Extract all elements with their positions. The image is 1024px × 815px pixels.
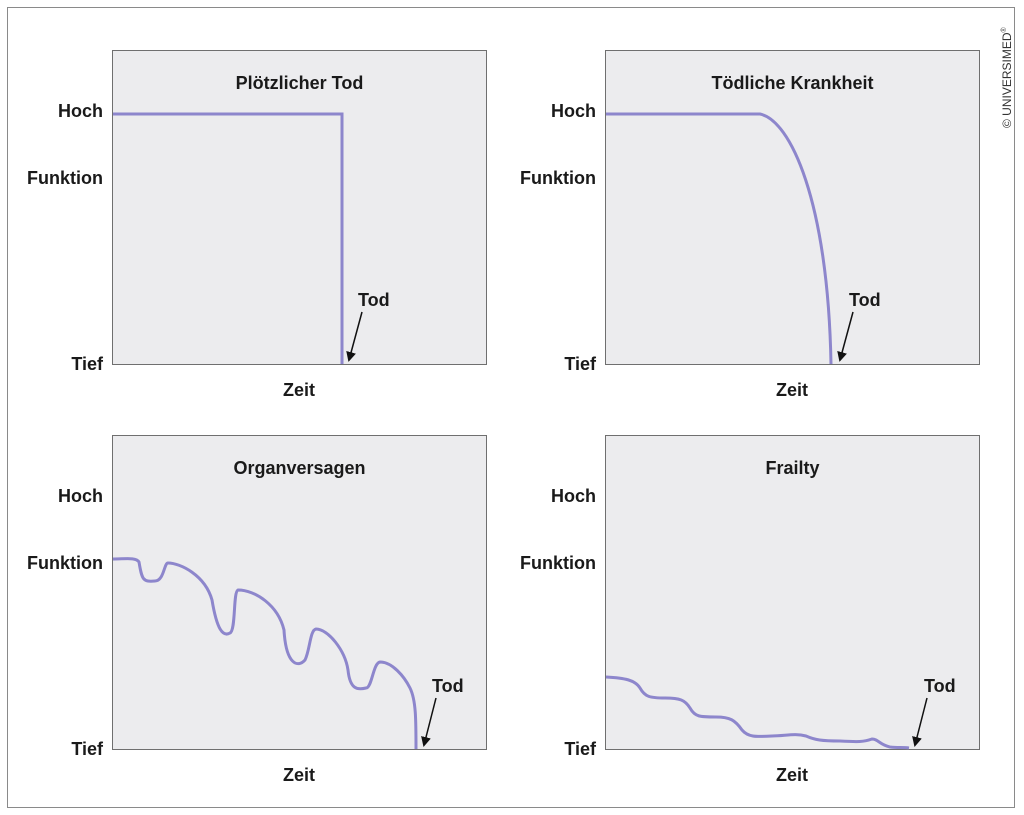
- y-label-high: Hoch: [551, 101, 596, 121]
- death-arrow: [837, 311, 854, 362]
- sudden-death-curve: [113, 112, 344, 364]
- death-annotation: Tod: [358, 290, 390, 310]
- panel-sudden-death: Plötzlicher Tod: [112, 50, 487, 365]
- y-label-function: Funktion: [27, 168, 103, 188]
- y-label-low: Tief: [71, 354, 103, 374]
- y-label-low: Tief: [564, 354, 596, 374]
- death-arrow: [912, 697, 928, 747]
- y-label-low: Tief: [71, 739, 103, 759]
- y-label-function: Funktion: [520, 168, 596, 188]
- panel-title: Organversagen: [233, 458, 366, 478]
- panel-title: Plötzlicher Tod: [235, 73, 364, 93]
- copyright-notice: © UNIVERSIMED®: [1000, 27, 1014, 128]
- frailty-curve: [605, 675, 910, 750]
- organ-failure-curve: [112, 557, 418, 750]
- panel-title: Tödliche Krankheit: [711, 73, 874, 93]
- death-annotation: Tod: [849, 290, 881, 310]
- copyright-text: © UNIVERSIMED: [1000, 32, 1014, 128]
- x-label-time: Zeit: [282, 765, 315, 785]
- death-arrow: [421, 697, 437, 747]
- y-label-low: Tief: [564, 739, 596, 759]
- y-label-function: Funktion: [520, 553, 596, 573]
- terminal-illness-curve: [606, 112, 833, 365]
- panel-terminal-illness: Tödliche Krankheit: [605, 50, 980, 365]
- y-label-function: Funktion: [27, 553, 103, 573]
- y-label-high: Hoch: [58, 101, 103, 121]
- x-label-time: Zeit: [775, 765, 808, 785]
- registered-mark: ®: [1001, 27, 1008, 33]
- panel-title: Frailty: [765, 458, 820, 478]
- x-label-time: Zeit: [775, 380, 808, 400]
- y-label-high: Hoch: [551, 486, 596, 506]
- x-label-time: Zeit: [282, 380, 315, 400]
- panel-organ-failure: Organversagen: [112, 435, 487, 750]
- death-annotation: Tod: [432, 676, 464, 696]
- death-annotation: Tod: [924, 676, 956, 696]
- y-label-high: Hoch: [58, 486, 103, 506]
- death-arrow: [346, 311, 363, 362]
